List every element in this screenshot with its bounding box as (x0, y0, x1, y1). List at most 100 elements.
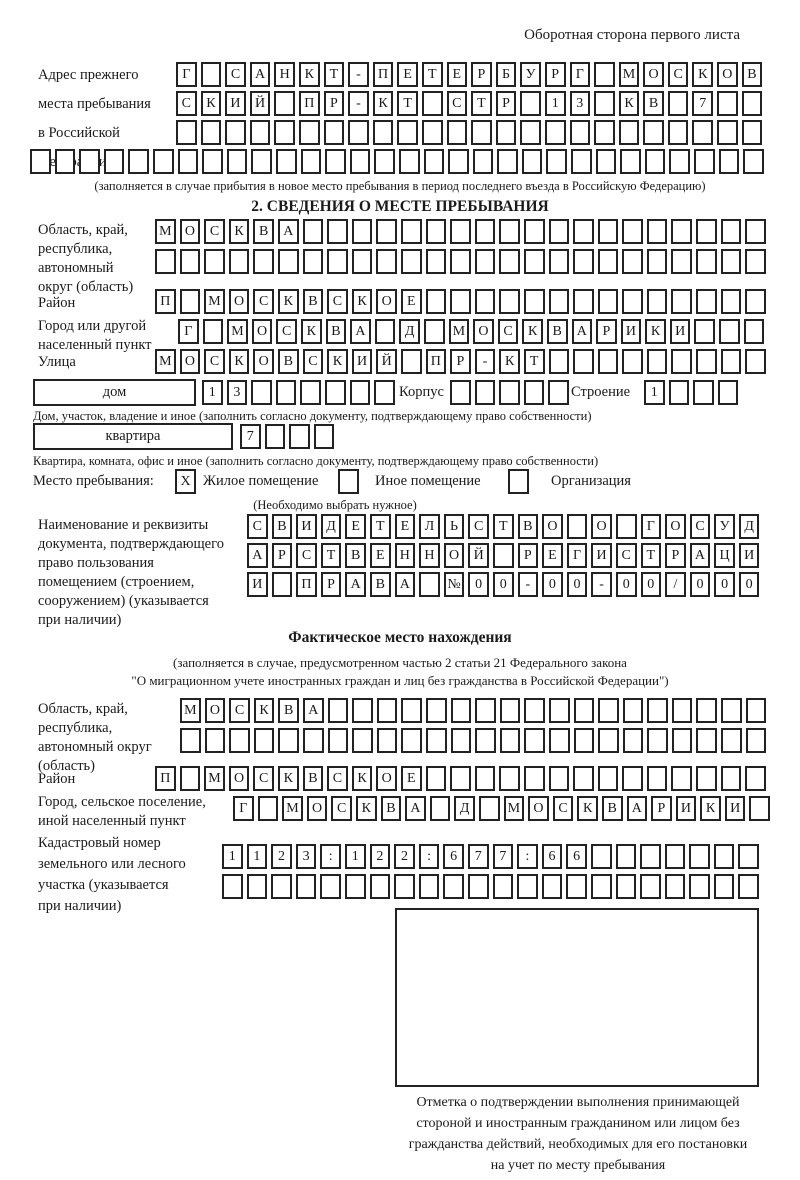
char-box[interactable]: Р (495, 91, 517, 116)
char-box[interactable]: Т (369, 514, 391, 539)
char-box[interactable] (520, 91, 541, 116)
char-box[interactable]: : (418, 844, 440, 869)
char-box[interactable] (671, 766, 693, 791)
char-box[interactable] (472, 149, 494, 174)
char-box[interactable]: М (618, 62, 640, 87)
char-box[interactable]: О (179, 349, 201, 374)
char-box[interactable] (741, 120, 763, 145)
char-box[interactable] (467, 874, 489, 899)
char-box[interactable] (597, 349, 619, 374)
char-box[interactable]: Е (345, 514, 366, 539)
char-box[interactable] (394, 874, 415, 899)
char-box[interactable] (717, 91, 738, 116)
char-box[interactable]: 7 (492, 844, 514, 869)
char-box[interactable]: Е (400, 766, 422, 791)
char-box[interactable] (177, 149, 199, 174)
char-box[interactable]: П (296, 572, 317, 597)
char-box[interactable]: Т (492, 514, 514, 539)
char-box[interactable] (622, 698, 644, 723)
char-box[interactable]: У (714, 514, 735, 539)
char-box[interactable] (646, 219, 668, 244)
char-box[interactable] (298, 120, 320, 145)
char-box[interactable] (741, 91, 763, 116)
char-box[interactable] (372, 120, 394, 145)
char-box[interactable]: Р (544, 62, 566, 87)
char-box[interactable]: О (179, 219, 201, 244)
char-box[interactable] (622, 249, 643, 274)
char-box[interactable]: С (468, 514, 489, 539)
char-box[interactable] (376, 698, 398, 723)
char-box[interactable] (647, 728, 668, 753)
char-box[interactable]: Е (397, 62, 418, 87)
other-premises-checkbox[interactable] (338, 469, 359, 494)
char-box[interactable]: С (204, 349, 225, 374)
char-box[interactable] (478, 796, 500, 821)
char-box[interactable]: 7 (692, 91, 714, 116)
char-box[interactable] (548, 249, 570, 274)
char-box[interactable] (749, 796, 771, 821)
char-box[interactable] (429, 796, 451, 821)
char-box[interactable]: И (738, 543, 760, 568)
char-box[interactable] (671, 249, 693, 274)
char-box[interactable]: П (155, 289, 176, 314)
char-box[interactable] (471, 120, 492, 145)
char-box[interactable] (180, 728, 201, 753)
char-box[interactable]: И (247, 572, 268, 597)
char-box[interactable]: Г (233, 796, 254, 821)
char-box[interactable]: В (278, 698, 299, 723)
char-box[interactable] (344, 874, 366, 899)
char-box[interactable] (520, 120, 541, 145)
char-box[interactable] (692, 120, 714, 145)
char-box[interactable]: Р (471, 62, 492, 87)
char-box[interactable] (374, 380, 395, 405)
char-box[interactable] (595, 149, 617, 174)
char-box[interactable]: А (345, 572, 366, 597)
char-box[interactable] (573, 289, 594, 314)
char-box[interactable] (598, 698, 619, 723)
char-box[interactable] (274, 91, 295, 116)
char-box[interactable] (523, 289, 545, 314)
char-box[interactable] (302, 728, 324, 753)
char-box[interactable]: А (394, 572, 416, 597)
char-box[interactable] (492, 874, 514, 899)
char-box[interactable] (696, 219, 717, 244)
char-box[interactable] (128, 149, 149, 174)
char-box[interactable]: 2 (369, 844, 391, 869)
char-box[interactable]: А (302, 698, 324, 723)
char-box[interactable]: 7 (467, 844, 489, 869)
char-box[interactable] (669, 149, 691, 174)
char-box[interactable]: В (302, 766, 324, 791)
char-box[interactable]: В (643, 91, 664, 116)
char-box[interactable]: 1 (344, 844, 366, 869)
char-box[interactable]: М (155, 349, 176, 374)
char-box[interactable]: - (517, 572, 539, 597)
char-box[interactable] (720, 349, 742, 374)
char-box[interactable]: : (517, 844, 538, 869)
char-box[interactable]: Е (400, 289, 422, 314)
char-box[interactable] (743, 149, 764, 174)
char-box[interactable]: 1 (644, 380, 665, 405)
char-box[interactable] (594, 91, 615, 116)
char-box[interactable]: П (298, 91, 320, 116)
char-box[interactable]: 0 (566, 572, 588, 597)
char-box[interactable] (696, 766, 717, 791)
char-box[interactable] (271, 572, 293, 597)
char-box[interactable] (425, 249, 447, 274)
char-box[interactable]: О (717, 62, 738, 87)
char-box[interactable] (425, 728, 447, 753)
char-box[interactable] (696, 289, 717, 314)
char-box[interactable] (320, 874, 341, 899)
char-box[interactable]: О (376, 289, 397, 314)
char-box[interactable]: С (225, 62, 246, 87)
char-box[interactable] (667, 91, 689, 116)
char-box[interactable]: Т (471, 91, 492, 116)
char-box[interactable]: Н (394, 543, 416, 568)
char-box[interactable] (54, 149, 76, 174)
char-box[interactable] (566, 514, 588, 539)
char-box[interactable] (590, 874, 612, 899)
char-box[interactable] (622, 219, 643, 244)
char-box[interactable]: С (615, 543, 637, 568)
char-box[interactable] (274, 120, 295, 145)
char-box[interactable] (352, 698, 373, 723)
char-box[interactable] (720, 219, 742, 244)
